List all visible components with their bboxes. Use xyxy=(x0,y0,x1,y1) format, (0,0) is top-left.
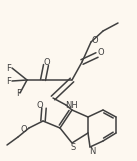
Text: NH: NH xyxy=(66,100,78,109)
Text: S: S xyxy=(70,143,76,152)
Text: N: N xyxy=(89,147,95,156)
Text: F: F xyxy=(17,89,21,98)
Text: F: F xyxy=(7,76,11,85)
Text: F: F xyxy=(7,63,11,72)
Text: O: O xyxy=(44,57,50,66)
Text: O: O xyxy=(92,35,98,44)
Text: O: O xyxy=(37,100,43,109)
Text: O: O xyxy=(98,47,104,57)
Text: O: O xyxy=(21,124,27,133)
